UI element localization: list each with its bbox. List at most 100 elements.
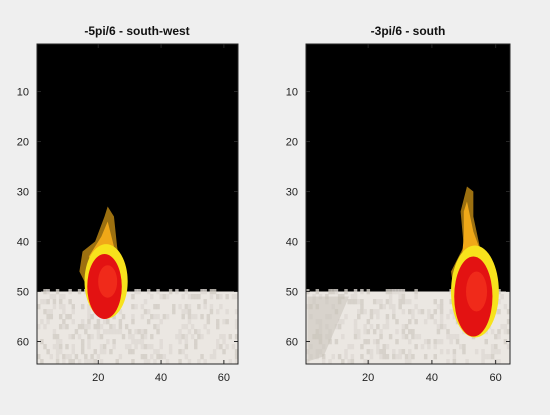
floor-pixel: [203, 304, 207, 310]
floor-pixel: [102, 319, 107, 325]
floor-pixel: [121, 314, 126, 320]
floor-pixel: [200, 314, 204, 320]
floor-pixel: [87, 304, 91, 310]
floor-pixel: [203, 299, 207, 305]
floor-pixel: [433, 309, 437, 315]
floor-pixel: [194, 339, 198, 345]
floor-pixel: [395, 289, 399, 295]
floor-pixel: [71, 349, 75, 355]
floor-pixel: [395, 329, 399, 335]
floor-pixel: [58, 349, 63, 355]
floor-pixel: [228, 334, 233, 340]
floor-pixel: [200, 354, 204, 360]
floor-pixel: [369, 314, 374, 320]
floor-pixel: [490, 349, 495, 355]
floor-pixel: [500, 294, 504, 300]
floor-pixel: [143, 329, 148, 335]
axes-frame: [305, 43, 511, 365]
floor-pixel: [52, 344, 57, 350]
floor-pixel: [87, 339, 91, 345]
floor-pixel: [159, 344, 163, 350]
floor-pixel: [131, 359, 135, 365]
floor-pixel: [106, 329, 110, 335]
floor-pixel: [128, 344, 132, 350]
floor-pixel: [156, 329, 160, 335]
floor-pixel: [497, 309, 501, 315]
floor-pixel: [494, 344, 498, 350]
floor-pixel: [376, 349, 380, 355]
floor-pixel: [392, 309, 396, 315]
floor-pixel: [43, 289, 47, 295]
floor-pixel: [462, 349, 466, 355]
floor-pixel: [430, 314, 434, 320]
floor-pixel: [143, 354, 148, 360]
floor-pixel: [212, 289, 217, 295]
floor-pixel: [369, 349, 374, 355]
floor-pixel: [146, 309, 151, 315]
floor-pixel: [159, 339, 163, 345]
floor-pixel: [181, 309, 185, 315]
floor-pixel: [162, 354, 167, 360]
floor-pixel: [234, 359, 239, 365]
floor-pixel: [395, 319, 399, 325]
floor-pixel: [206, 329, 211, 335]
floor-pixel: [357, 309, 361, 315]
floor-pixel: [128, 334, 132, 340]
floor-pixel: [181, 324, 185, 330]
floor-pixel: [503, 339, 508, 345]
floor-pixel: [228, 359, 233, 365]
floor-pixel: [376, 314, 380, 320]
floor-pixel: [353, 289, 358, 295]
floor-pixel: [184, 354, 189, 360]
floor-pixel: [225, 319, 229, 325]
floor-pixel: [137, 329, 141, 335]
floor-pixel: [181, 349, 185, 355]
floor-pixel: [150, 344, 154, 350]
floor-pixel: [414, 304, 418, 310]
floor-pixel: [87, 309, 91, 315]
floor-pixel: [40, 359, 44, 365]
floor-pixel: [134, 289, 138, 295]
floor-pixel: [449, 334, 453, 340]
floor-pixel: [68, 359, 72, 365]
floor-pixel: [360, 354, 364, 360]
floor-pixel: [366, 289, 371, 295]
floor-pixel: [363, 309, 367, 315]
floor-pixel: [382, 349, 386, 355]
floor-pixel: [40, 299, 44, 305]
floor-pixel: [43, 324, 47, 330]
floor-pixel: [87, 319, 91, 325]
floor-pixel: [449, 309, 453, 315]
floor-pixel: [353, 299, 358, 305]
floor-pixel: [203, 359, 207, 365]
floor-pixel: [87, 314, 91, 320]
floor-pixel: [178, 359, 182, 365]
floor-pixel: [80, 324, 85, 330]
floor-pixel: [187, 294, 192, 300]
floor-pixel: [427, 309, 431, 315]
floor-pixel: [115, 329, 119, 335]
floor-pixel: [46, 319, 50, 325]
floor-pixel: [414, 319, 418, 325]
floor-pixel: [140, 329, 145, 335]
floor-pixel: [404, 324, 409, 330]
floor-pixel: [187, 329, 192, 335]
floor-pixel: [71, 309, 75, 315]
floor-pixel: [401, 299, 406, 305]
floor-pixel: [159, 354, 163, 360]
floor-pixel: [172, 309, 176, 315]
floor-pixel: [109, 329, 113, 335]
floor-pixel: [80, 349, 85, 355]
floor-pixel: [124, 344, 129, 350]
floor-pixel: [382, 304, 386, 310]
floor-pixel: [401, 329, 406, 335]
floor-pixel: [484, 339, 488, 345]
y-tick-label: 10: [286, 87, 298, 99]
floor-pixel: [360, 344, 364, 350]
floor-pixel: [140, 339, 145, 345]
floor-pixel: [90, 314, 94, 320]
floor-pixel: [46, 299, 50, 305]
floor-pixel: [55, 359, 60, 365]
floor-pixel: [328, 359, 332, 365]
floor-pixel: [131, 319, 135, 325]
